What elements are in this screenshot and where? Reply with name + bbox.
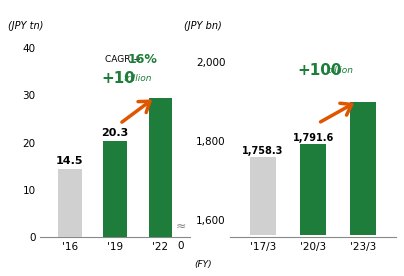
Bar — [250, 157, 276, 235]
Bar — [350, 102, 377, 235]
Text: (FY): (FY) — [194, 260, 212, 269]
Text: 14.5: 14.5 — [56, 156, 84, 166]
Bar — [103, 141, 127, 237]
Text: (JPY bn): (JPY bn) — [184, 21, 222, 31]
Text: 1,791.6: 1,791.6 — [292, 133, 334, 143]
Text: 16%: 16% — [128, 54, 158, 67]
Text: +100: +100 — [297, 63, 341, 78]
Text: 0: 0 — [177, 241, 184, 251]
Bar — [300, 144, 326, 235]
Bar — [149, 98, 172, 237]
Text: trillion: trillion — [123, 74, 152, 83]
Text: 1,758.3: 1,758.3 — [242, 146, 284, 156]
Text: +10: +10 — [101, 71, 135, 86]
Text: CAGR +: CAGR + — [105, 55, 141, 64]
Text: billion: billion — [327, 66, 354, 75]
Text: (JPY tn): (JPY tn) — [8, 21, 43, 31]
Bar — [58, 169, 82, 237]
Text: 20.3: 20.3 — [101, 128, 129, 139]
Text: ≈: ≈ — [175, 220, 186, 233]
